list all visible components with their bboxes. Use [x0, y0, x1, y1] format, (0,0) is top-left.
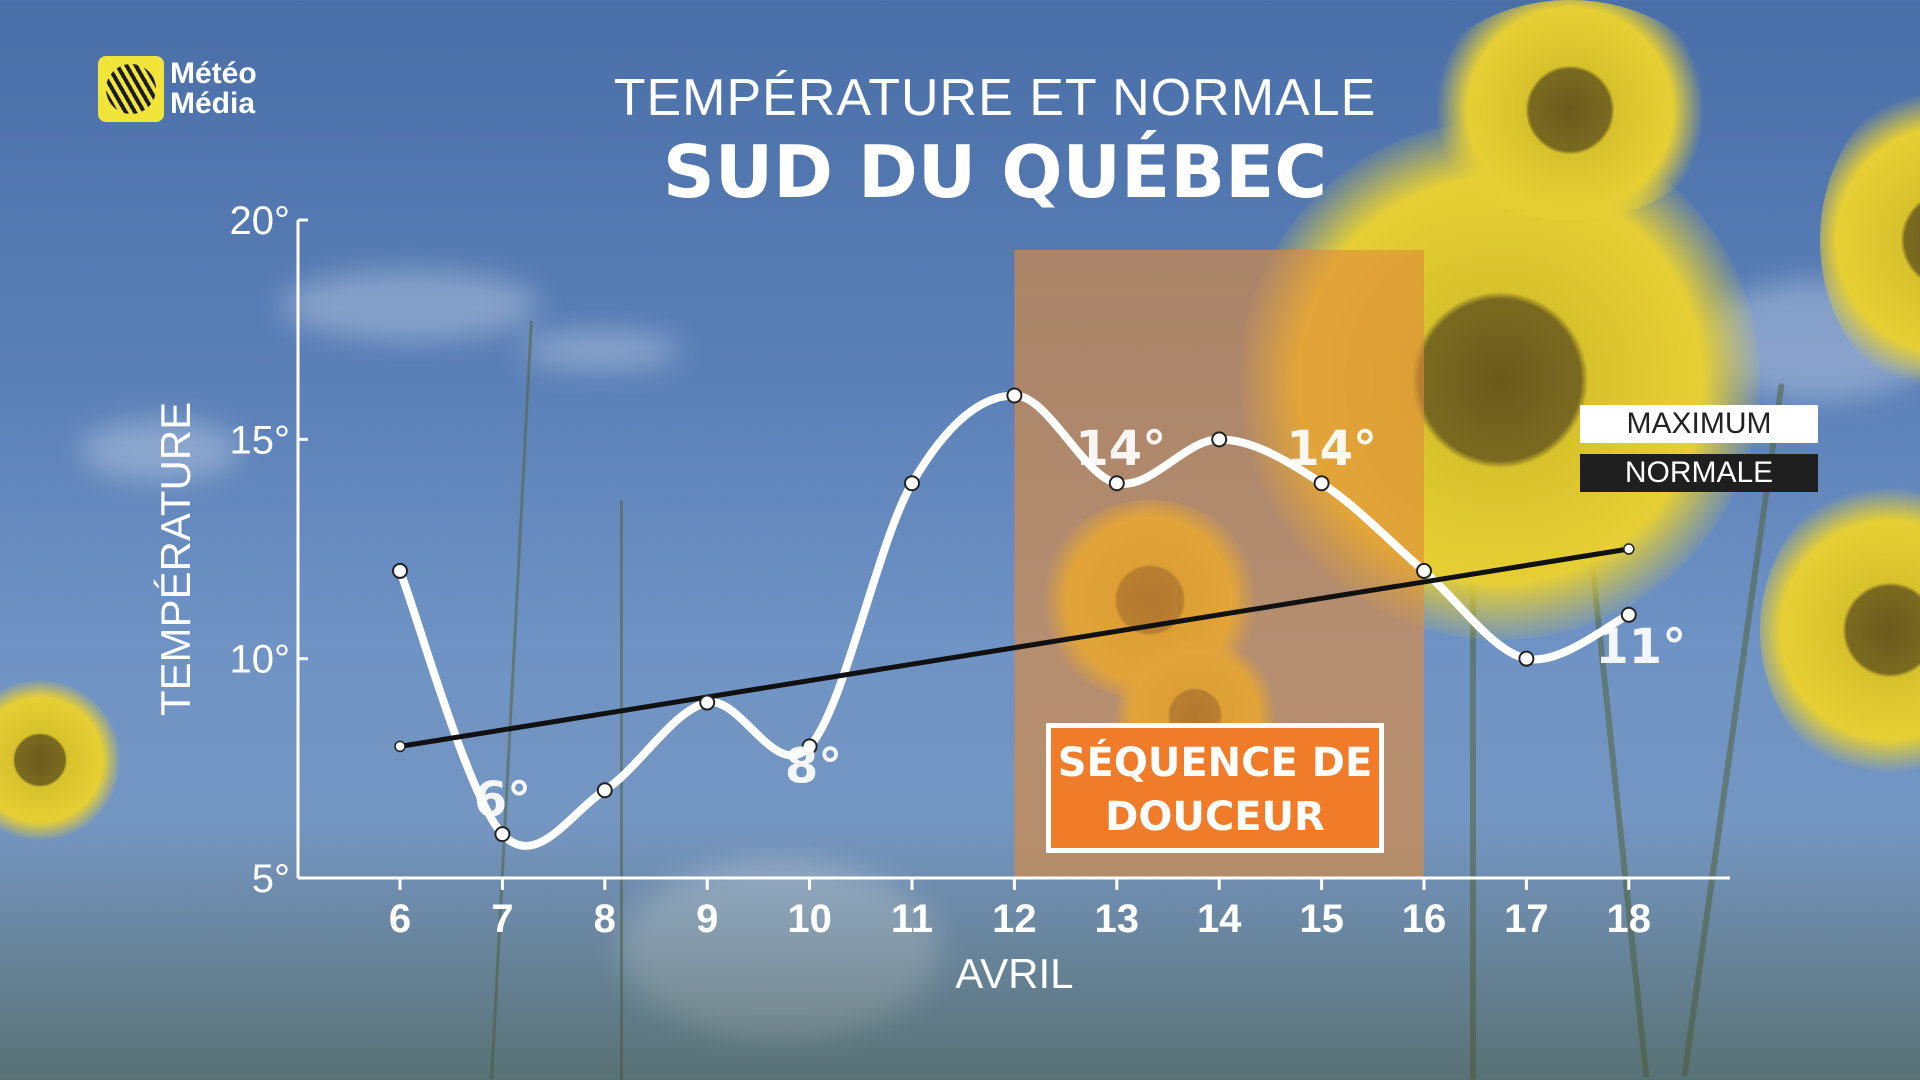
x-tick-label: 9: [696, 897, 718, 941]
x-tick-label: 12: [992, 897, 1037, 941]
y-axis-ticks: 5° 10° 15° 20°: [230, 199, 308, 901]
maximum-data-point: [1211, 431, 1228, 448]
x-tick-label: 7: [491, 897, 513, 941]
normale-series-line: [399, 546, 1630, 749]
legend-normale: NORMALE: [1580, 454, 1818, 492]
y-tick-label: 15°: [230, 418, 291, 462]
data-points: [392, 387, 1637, 843]
y-axis-label: TEMPÉRATURE: [152, 402, 199, 716]
maximum-data-point: [1006, 387, 1023, 404]
maximum-data-point: [801, 738, 818, 755]
normale-data-point: [394, 740, 406, 753]
x-tick-label: 17: [1504, 897, 1549, 941]
x-tick-label: 6: [389, 897, 411, 941]
y-tick-label: 5°: [252, 857, 290, 901]
data-label: 6°: [474, 772, 531, 828]
maximum-data-point: [904, 475, 920, 492]
meteomedia-logo: Météo Média: [98, 56, 257, 122]
y-tick-label: 10°: [230, 638, 291, 682]
x-tick-label: 14: [1197, 897, 1242, 941]
x-tick-label: 15: [1299, 897, 1344, 941]
x-axis-label: AVRIL: [955, 950, 1073, 997]
maximum-data-point: [1313, 475, 1330, 492]
maximum-data-point: [494, 826, 511, 843]
maximum-series-line: [396, 391, 1633, 850]
globe-icon: [98, 56, 164, 122]
x-tick-label: 13: [1095, 897, 1140, 941]
x-tick-label: 11: [891, 897, 933, 941]
data-label: 11°: [1595, 619, 1686, 675]
brand-line2: Média: [170, 87, 256, 120]
maximum-data-point: [1416, 562, 1432, 579]
maximum-data-point: [1620, 606, 1637, 623]
chart-title: TEMPÉRATURE ET NORMALE: [613, 69, 1377, 127]
maximum-data-point: [392, 562, 408, 579]
callout-line1: SÉQUENCE DE: [1057, 740, 1373, 786]
x-tick-label: 16: [1402, 897, 1447, 941]
maximum-data-point: [596, 782, 613, 799]
maximum-data-point: [1108, 475, 1125, 492]
callout-line2: DOUCEUR: [1105, 794, 1325, 840]
x-tick-label: 10: [787, 897, 832, 941]
chart-subtitle: SUD DU QUÉBEC: [662, 130, 1328, 214]
x-tick-label: 18: [1607, 897, 1652, 941]
brand-line1: Météo: [170, 57, 257, 90]
data-labels: 6° 8° 14° 14° 11°: [474, 421, 1687, 828]
douceur-callout: SÉQUENCE DE DOUCEUR: [1046, 723, 1384, 853]
x-axis-ticks: 6 7 8 9 10 11 12 13 14 15 16 17 18: [389, 878, 1651, 941]
maximum-data-point: [1518, 650, 1535, 667]
y-tick-label: 20°: [230, 199, 291, 243]
data-label: 8°: [785, 738, 842, 794]
x-tick-label: 8: [594, 897, 616, 941]
data-label: 14°: [1075, 421, 1166, 477]
maximum-data-point: [699, 694, 716, 711]
data-label: 14°: [1286, 421, 1377, 477]
normale-data-point: [1623, 543, 1635, 555]
legend-maximum: MAXIMUM: [1580, 405, 1818, 443]
